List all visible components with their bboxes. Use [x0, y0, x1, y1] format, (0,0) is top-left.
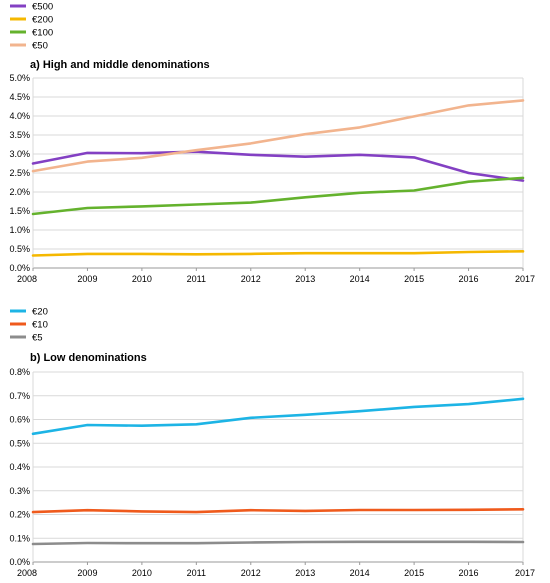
panel-a-legend-label-0: €500 [32, 2, 53, 13]
panel-a-y-tick-0: 0.0% [9, 263, 30, 273]
panel-a-series-line-2 [31, 176, 525, 216]
panel-a-y-tick-6: 3.0% [9, 149, 30, 159]
panel-a-y-tick-8: 4.0% [9, 111, 30, 121]
panel-a-y-tick-1: 0.5% [9, 244, 30, 254]
panel-b-y-tick-3: 0.3% [9, 486, 30, 496]
panel-b-y-tick-0: 0.0% [9, 557, 30, 567]
panel-a-y-tick-9: 4.5% [9, 92, 30, 102]
panel-a-x-tick-0: 2008 [17, 274, 37, 284]
panel-b-y-tick-6: 0.6% [9, 415, 30, 425]
panel-a-legend-label-1: €200 [32, 15, 53, 26]
panel-b-x-tick-0: 2008 [17, 568, 37, 578]
panel-b-series-line-0 [31, 397, 525, 436]
panel-a-y-tick-2: 1.0% [9, 225, 30, 235]
panel-b-legend-label-1: €10 [32, 320, 48, 331]
panel-a-y-tick-7: 3.5% [9, 130, 30, 140]
panel-b-series-line-2 [31, 540, 525, 546]
panel-a-y-tick-5: 2.5% [9, 168, 30, 178]
panel-a-x-tick-3: 2011 [187, 274, 206, 284]
panel-a-x-tick-8: 2016 [459, 274, 479, 284]
panel-a-legend-label-3: €50 [32, 41, 48, 52]
panel-b-x-tick-2: 2010 [132, 568, 152, 578]
panel-b-x-tick-7: 2015 [404, 568, 424, 578]
panel-b-y-tick-5: 0.5% [9, 438, 30, 448]
panel-a-x-tick-2: 2010 [132, 274, 152, 284]
panel-b-y-tick-8: 0.8% [9, 367, 30, 377]
panel-a-y-tick-10: 5.0% [9, 73, 30, 83]
panel-b-y-tick-7: 0.7% [9, 391, 30, 401]
panel-a-title: a) High and middle denominations [30, 59, 210, 71]
panel-b-x-tick-8: 2016 [459, 568, 479, 578]
panel-a-series-line-0 [31, 150, 525, 182]
panel-b-x-tick-3: 2011 [187, 568, 206, 578]
panel-b-y-tick-1: 0.1% [9, 533, 30, 543]
panel-a-y-tick-3: 1.5% [9, 206, 30, 216]
panel-a-series-line-1 [31, 250, 525, 257]
panel-a-x-tick-4: 2012 [241, 274, 261, 284]
panel-a-x-tick-7: 2015 [404, 274, 424, 284]
panel-a-x-tick-5: 2013 [295, 274, 315, 284]
panel-a-x-tick-9: 2017 [515, 274, 535, 284]
panel-a-legend-label-2: €100 [32, 28, 53, 39]
panel-a-y-tick-4: 2.0% [9, 187, 30, 197]
panel-b-y-tick-2: 0.2% [9, 510, 30, 520]
panel-b-legend-label-2: €5 [32, 333, 43, 344]
panel-b-x-tick-4: 2012 [241, 568, 261, 578]
panel-b-x-tick-6: 2014 [350, 568, 370, 578]
panel-b-x-tick-9: 2017 [515, 568, 535, 578]
panel-a-x-tick-6: 2014 [350, 274, 370, 284]
panel-b-x-tick-1: 2009 [77, 568, 97, 578]
panel-b-y-tick-4: 0.4% [9, 462, 30, 472]
panel-a-series-line-3 [31, 99, 525, 173]
panel-b-title: b) Low denominations [30, 352, 147, 364]
panel-a-x-tick-1: 2009 [77, 274, 97, 284]
panel-b-x-tick-5: 2013 [295, 568, 315, 578]
panel-b-series-line-1 [31, 507, 525, 514]
panel-b-legend-label-0: €20 [32, 307, 48, 318]
